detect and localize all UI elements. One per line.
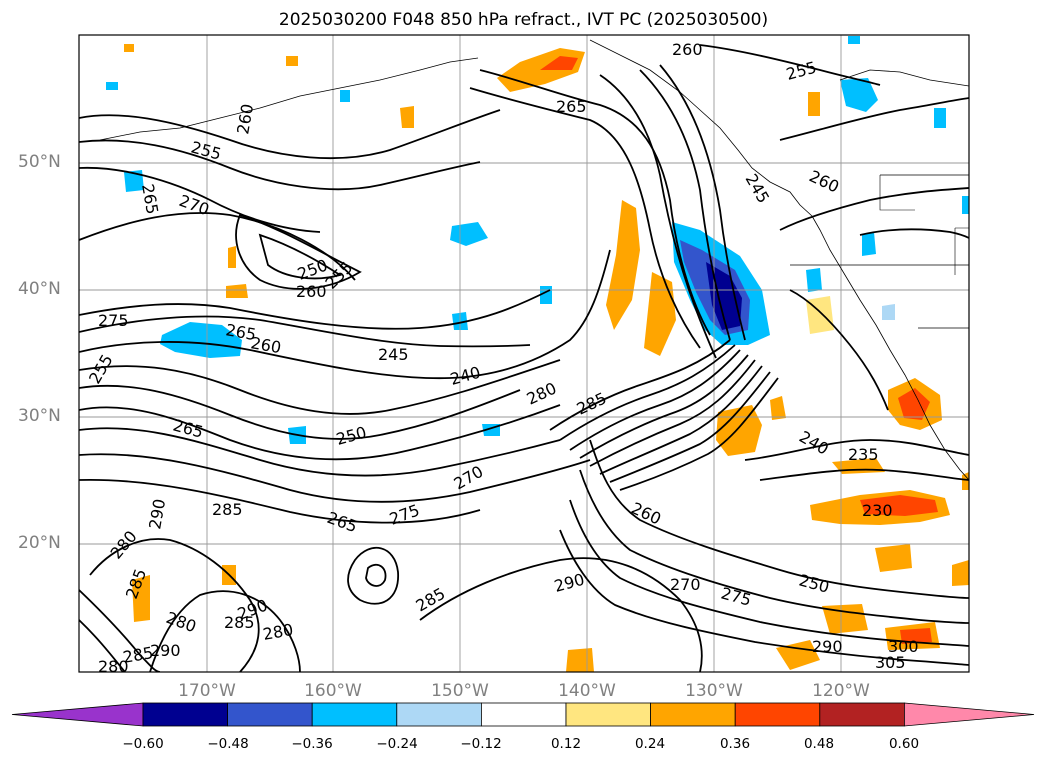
contour-label: 245 [378, 345, 409, 364]
colorbar-segment [650, 702, 736, 727]
lat-label: 20°N [18, 533, 61, 553]
contour-label: 260 [806, 166, 842, 196]
contour-label: 260 [249, 333, 282, 357]
contour-label: 285 [212, 500, 243, 519]
contour-label: 275 [719, 584, 753, 610]
coastlines [99, 39, 969, 481]
colorbar-tick-label: 0.36 [719, 736, 751, 752]
lat-label: 30°N [18, 406, 61, 426]
contour-label: 265 [138, 182, 162, 215]
contour-label: 260 [672, 40, 703, 59]
contour-label: 290 [552, 570, 586, 596]
lon-label: 160°W [304, 681, 362, 701]
contour-label: 305 [875, 653, 906, 672]
colorbar-extend-left [11, 702, 144, 727]
colorbar-segment [311, 702, 398, 727]
colorbar-tick-label: −0.24 [376, 736, 418, 752]
lat-label: 50°N [18, 152, 61, 172]
contour-label: 245 [742, 171, 774, 207]
colorbar-segment [480, 702, 567, 727]
shaded-negative-regions [106, 36, 969, 444]
contour-label: 275 [98, 311, 129, 330]
contour-label: 280 [524, 378, 560, 408]
colorbar-segment [396, 702, 482, 727]
contour-label: 260 [628, 498, 664, 528]
colorbar-tick-label: −0.12 [460, 736, 502, 752]
lon-label: 120°W [812, 681, 870, 701]
colorbar-tick-label: 0.12 [550, 736, 582, 752]
contour-label: 255 [321, 258, 356, 293]
contour-label: 280 [98, 657, 129, 676]
contour-label: 240 [448, 363, 482, 389]
colorbar-tick-label: 0.48 [803, 736, 835, 752]
lon-label: 170°W [178, 681, 236, 701]
contour-label: 250 [334, 423, 368, 449]
contour-label: 255 [189, 138, 223, 164]
colorbar-tick-label: 0.60 [888, 736, 920, 752]
colorbar-segment [819, 702, 905, 727]
contour-label: 290 [145, 497, 169, 530]
lon-label: 140°W [558, 681, 616, 701]
lat-label: 40°N [18, 279, 61, 299]
contour-label: 290 [812, 637, 843, 656]
colorbar [11, 702, 1035, 727]
contour-label: 290 [235, 595, 270, 623]
contour-label: 280 [164, 608, 199, 636]
colorbar-segment [734, 702, 821, 727]
contour-label: 265 [325, 508, 360, 536]
contour-label: 280 [261, 620, 294, 644]
contour-label: 265 [556, 97, 587, 116]
colorbar-tick-label: −0.48 [207, 736, 249, 752]
contour-label: 275 [387, 500, 422, 528]
contour-label: 230 [862, 501, 893, 520]
lon-label: 150°W [431, 681, 489, 701]
contour-label: 255 [85, 351, 117, 387]
contour-label: 290 [150, 641, 181, 660]
refractivity-contours [79, 44, 969, 672]
colorbar-segment [565, 702, 651, 727]
contour-label: 265 [171, 416, 205, 442]
colorbar-extend-right [904, 702, 1035, 727]
lon-label: 130°W [685, 681, 743, 701]
contour-label: 260 [296, 282, 327, 301]
contour-labels: 260 255 260 265 255 260 265 270 250 255 … [85, 40, 919, 676]
contour-label: 270 [670, 575, 701, 594]
colorbar-segment [142, 702, 228, 727]
contour-label: 240 [796, 427, 832, 459]
shaded-positive-regions [124, 44, 969, 672]
contour-label: 285 [413, 584, 449, 616]
colorbar-tick-label: 0.24 [634, 736, 666, 752]
plot-frame [78, 34, 970, 673]
gridlines [79, 35, 969, 672]
colorbar-tick-label: −0.60 [122, 736, 164, 752]
contour-label: 280 [107, 527, 141, 563]
contour-label: 250 [797, 571, 831, 597]
contour-label: 235 [848, 445, 879, 464]
colorbar-segment [227, 702, 313, 727]
contour-label: 285 [224, 613, 255, 632]
colorbar-tick-label: −0.36 [291, 736, 333, 752]
contour-label: 260 [233, 102, 257, 135]
map-title: 2025030200 F048 850 hPa refract., IVT PC… [278, 10, 769, 30]
contour-label: 300 [888, 637, 919, 656]
